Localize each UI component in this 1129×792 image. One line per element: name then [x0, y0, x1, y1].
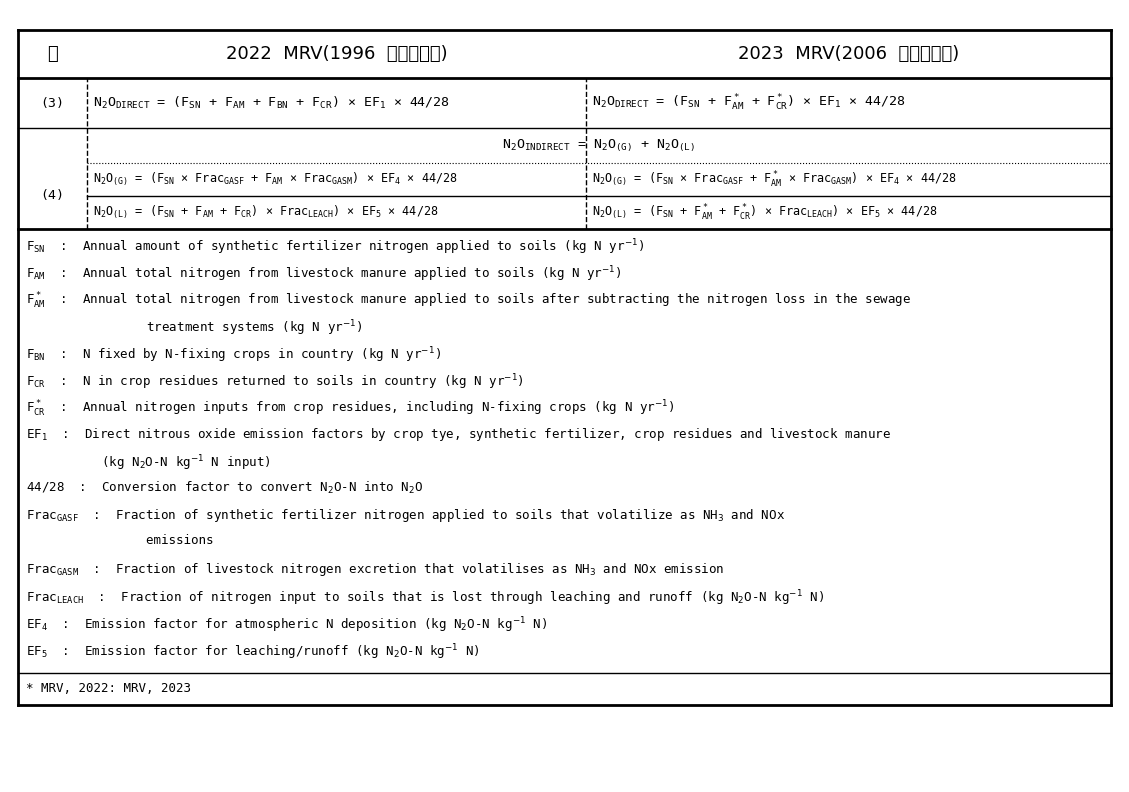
- Text: $\mathregular{N_2O_{(G)}}$ = ($\mathregular{F_{SN}}$ × $\mathregular{Frac_{GASF}: $\mathregular{N_2O_{(G)}}$ = ($\mathregu…: [593, 169, 957, 189]
- Text: $\mathregular{F_{AM}}$  :  Annual total nitrogen from livestock manure applied t: $\mathregular{F_{AM}}$ : Annual total ni…: [26, 264, 622, 284]
- Text: $\mathregular{Frac_{GASF}}$  :  Fraction of synthetic fertilizer nitrogen applie: $\mathregular{Frac_{GASF}}$ : Fraction o…: [26, 507, 785, 524]
- Text: $\mathregular{N_2O_{(G)}}$ = ($\mathregular{F_{SN}}$ × $\mathregular{Frac_{GASF}: $\mathregular{N_2O_{(G)}}$ = ($\mathregu…: [93, 171, 457, 188]
- Text: $\mathregular{F_{BN}}$  :  N fixed by N-fixing crops in country (kg N yr$^{-1}$): $\mathregular{F_{BN}}$ : N fixed by N-fi…: [26, 345, 441, 364]
- Text: 44/28  :  Conversion factor to convert N$_2$O-N into N$_2$O: 44/28 : Conversion factor to convert N$_…: [26, 480, 423, 496]
- Text: 2023  MRV(2006  가이드라인): 2023 MRV(2006 가이드라인): [738, 45, 960, 63]
- Text: (kg N$_2$O-N kg$^{-1}$ N input): (kg N$_2$O-N kg$^{-1}$ N input): [26, 453, 271, 473]
- Text: $\mathregular{Frac_{LEACH}}$  :  Fraction of nitrogen input to soils that is los: $\mathregular{Frac_{LEACH}}$ : Fraction …: [26, 588, 824, 607]
- Text: (4): (4): [41, 189, 64, 203]
- Text: $\mathregular{F^*_{CR}}$  :  Annual nitrogen inputs from crop residues, includin: $\mathregular{F^*_{CR}}$ : Annual nitrog…: [26, 399, 674, 419]
- Text: $\mathregular{N_2O_{(L)}}$ = ($\mathregular{F_{SN}}$ + $\mathregular{F_{AM}}$ + : $\mathregular{N_2O_{(L)}}$ = ($\mathregu…: [93, 204, 438, 221]
- Text: $\mathregular{EF_1}$  :  Direct nitrous oxide emission factors by crop tye, synt: $\mathregular{EF_1}$ : Direct nitrous ox…: [26, 426, 891, 443]
- Text: $\mathregular{EF_4}$  :  Emission factor for atmospheric N deposition (kg N$_2$O: $\mathregular{EF_4}$ : Emission factor f…: [26, 615, 548, 634]
- Text: $\mathregular{EF_5}$  :  Emission factor for leaching/runoff (kg N$_2$O-N kg$^{-: $\mathregular{EF_5}$ : Emission factor f…: [26, 642, 480, 661]
- Text: $\mathregular{N_2O_{DIRECT}}$ = ($\mathregular{F_{SN}}$ + $\mathregular{F_{AM}}$: $\mathregular{N_2O_{DIRECT}}$ = ($\mathr…: [93, 95, 449, 111]
- Text: $\mathregular{N_2O_{INDIRECT}}$ = $\mathregular{N_2O_{(G)}}$ + $\mathregular{N_2: $\mathregular{N_2O_{INDIRECT}}$ = $\math…: [502, 137, 695, 154]
- Text: $\mathregular{N_2O_{DIRECT}}$ = ($\mathregular{F_{SN}}$ + $\mathregular{F^*_{AM}: $\mathregular{N_2O_{DIRECT}}$ = ($\mathr…: [593, 93, 905, 113]
- Text: treatment systems (kg N yr$^{-1}$): treatment systems (kg N yr$^{-1}$): [26, 318, 362, 337]
- Text: 2022  MRV(1996  가이드라인): 2022 MRV(1996 가이드라인): [226, 45, 447, 63]
- Text: $\mathregular{F^*_{AM}}$  :  Annual total nitrogen from livestock manure applied: $\mathregular{F^*_{AM}}$ : Annual total …: [26, 291, 911, 311]
- Text: * MRV, 2022: MRV, 2023: * MRV, 2022: MRV, 2023: [26, 683, 191, 695]
- Text: $\mathregular{Frac_{GASM}}$  :  Fraction of livestock nitrogen excretion that vo: $\mathregular{Frac_{GASM}}$ : Fraction o…: [26, 561, 725, 578]
- Text: emissions: emissions: [26, 534, 213, 547]
- Text: (3): (3): [41, 97, 64, 109]
- Text: 식: 식: [47, 45, 58, 63]
- Text: $\mathregular{N_2O_{(L)}}$ = ($\mathregular{F_{SN}}$ + $\mathregular{F^*_{AM}}$ : $\mathregular{N_2O_{(L)}}$ = ($\mathregu…: [593, 203, 938, 223]
- Text: $\mathregular{F_{SN}}$  :  Annual amount of synthetic fertilizer nitrogen applie: $\mathregular{F_{SN}}$ : Annual amount o…: [26, 237, 645, 257]
- Text: $\mathregular{F_{CR}}$  :  N in crop residues returned to soils in country (kg N: $\mathregular{F_{CR}}$ : N in crop resid…: [26, 372, 524, 391]
